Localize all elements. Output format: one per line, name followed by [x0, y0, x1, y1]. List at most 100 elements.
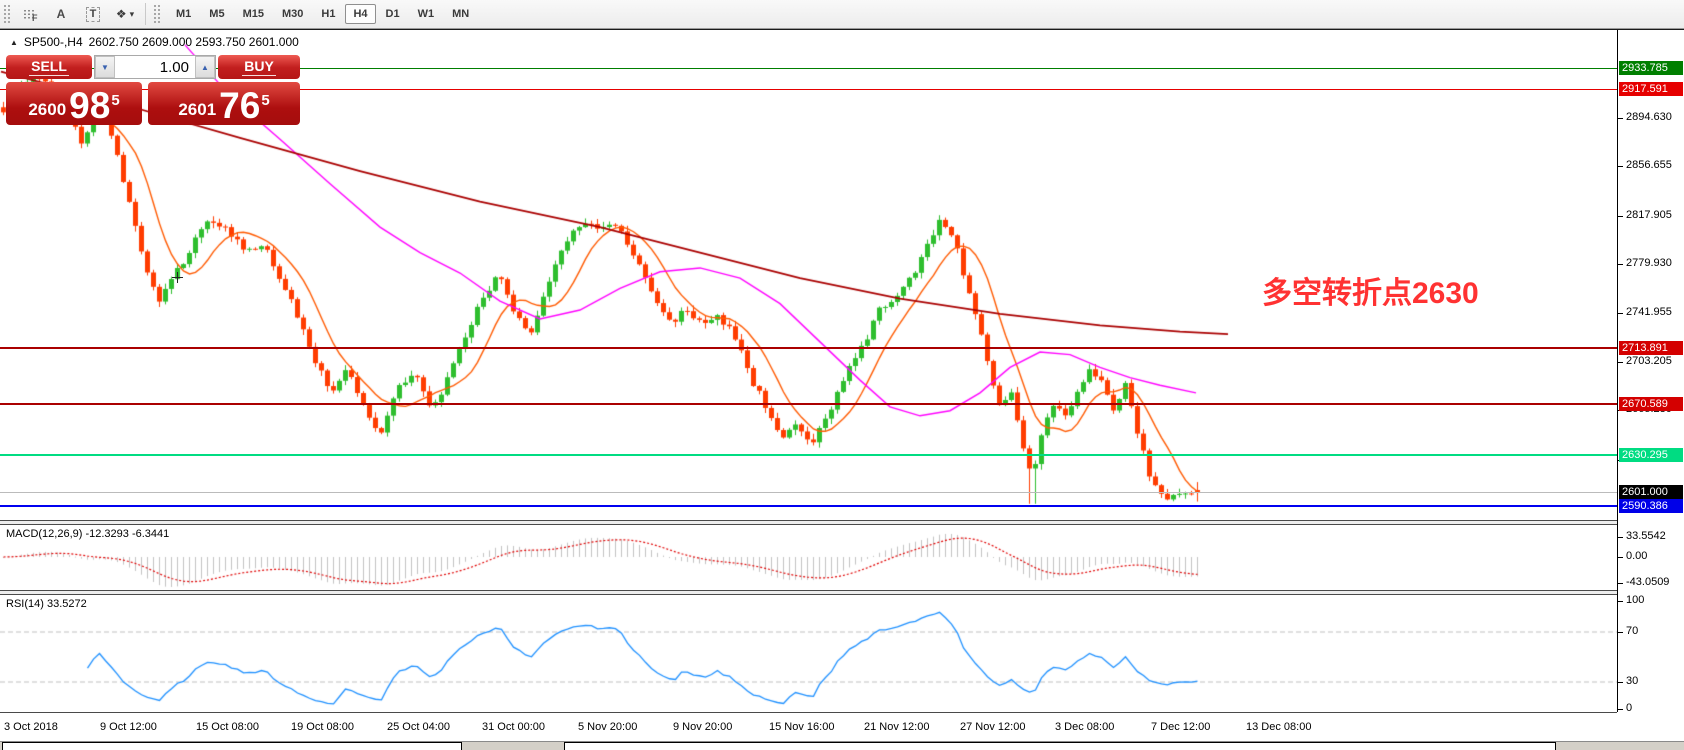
time-axis-label: 21 Nov 12:00 — [864, 721, 930, 733]
buy-price-box[interactable]: 2601 76 5 — [148, 82, 300, 125]
time-axis-label: 25 Oct 04:00 — [387, 721, 450, 733]
axis-tick-mark — [1618, 557, 1623, 558]
horizontal-level-line-2713.891[interactable] — [0, 347, 1617, 349]
buy-price-prefix: 2601 — [178, 100, 217, 119]
price-badge: 2590.386 — [1619, 499, 1683, 513]
sell-button[interactable]: SELL — [6, 55, 92, 79]
horizontal-level-line-2601[interactable] — [0, 492, 1617, 493]
rsi-bottom-border — [0, 712, 1617, 713]
rsi-axis-label: 100 — [1626, 594, 1645, 606]
axis-tick-mark — [1618, 362, 1623, 363]
time-axis-label: 9 Nov 20:00 — [673, 721, 733, 733]
timeframe-button-mn[interactable]: MN — [452, 8, 470, 20]
dock-panel-edge-right[interactable] — [564, 742, 1556, 750]
time-axis-label: 3 Dec 08:00 — [1055, 721, 1115, 733]
separator-gap — [0, 521, 1617, 524]
rsi-top-border — [0, 594, 1617, 595]
timeframe-button-m15[interactable]: M15 — [242, 8, 264, 20]
toolbar-grip-2[interactable] — [153, 4, 160, 24]
insert-label-button[interactable]: T — [77, 3, 109, 25]
price-tick-label: 2817.905 — [1626, 209, 1672, 221]
axis-tick-mark — [1618, 632, 1623, 633]
axis-tick-mark — [1618, 118, 1623, 119]
symbol-title: SP500-,H4 — [23, 35, 83, 49]
volume-input[interactable]: 1.00 — [159, 58, 189, 76]
dotted-grid-icon: F — [22, 9, 38, 23]
timeframe-bar: M1 M5 M15 M30 H1 H4 D1 W1 MN — [167, 4, 478, 24]
separator-gap-2 — [0, 591, 1617, 594]
chart-annotation-text[interactable]: 多空转折点2630 — [1262, 277, 1479, 310]
timeframe-button-m30[interactable]: M30 — [281, 8, 304, 20]
chart-window-top-border — [0, 29, 1684, 30]
rsi-label: RSI(14) 33.5272 — [6, 598, 87, 610]
macd-axis-label: 33.5542 — [1626, 530, 1666, 542]
time-axis-label: 9 Oct 12:00 — [100, 721, 157, 733]
shapes-icon: ❖ — [115, 7, 127, 21]
shapes-button[interactable]: ❖ ▾ — [109, 3, 141, 25]
timeframe-button-h1[interactable]: H1 — [321, 8, 336, 20]
time-axis-bottom-border — [0, 741, 1684, 742]
axis-tick-mark — [1618, 682, 1623, 683]
arrow-up-icon: ▲ — [201, 62, 209, 72]
toolbar: F A T ❖ ▾ M1 M5 M15 M30 H1 H4 D1 W1 MN — [0, 0, 1684, 29]
price-tick-label: 2779.930 — [1626, 257, 1672, 269]
price-tick-label: 2856.655 — [1626, 159, 1672, 171]
price-badge: 2601.000 — [1619, 485, 1683, 499]
time-axis-label: 27 Nov 12:00 — [960, 721, 1026, 733]
ohlc-values: 2602.750 2609.000 2593.750 2601.000 — [88, 35, 299, 49]
chart-title-row: ▲ SP500-,H4 2602.750 2609.000 2593.750 2… — [10, 35, 299, 49]
toolbar-grip[interactable] — [3, 4, 10, 24]
bottom-dock-strip — [0, 742, 1684, 750]
rsi-axis-label: 30 — [1626, 675, 1639, 687]
sell-price-box[interactable]: 2600 98 5 — [6, 82, 142, 125]
timeframe-button-w1[interactable]: W1 — [417, 8, 435, 20]
time-axis[interactable]: 3 Oct 2018 9 Oct 12:00 15 Oct 08:00 19 Oct … — [0, 713, 1617, 741]
dock-panel-edge-left[interactable] — [2, 742, 462, 750]
time-axis-label: 5 Nov 20:00 — [578, 721, 638, 733]
axis-tick-mark — [1618, 264, 1623, 265]
macd-rsi-separator[interactable] — [0, 590, 1617, 591]
horizontal-level-line-2670.589[interactable] — [0, 403, 1617, 405]
axis-tick-mark — [1618, 166, 1623, 167]
horizontal-level-line-2630.295[interactable] — [0, 454, 1617, 456]
sell-price-prefix: 2600 — [28, 100, 67, 119]
time-axis-label: 3 Oct 2018 — [4, 721, 58, 733]
time-axis-label: 13 Dec 08:00 — [1246, 721, 1312, 733]
chevron-down-icon: ▾ — [129, 8, 135, 19]
time-axis-label: 15 Oct 08:00 — [196, 721, 259, 733]
rsi-axis-label: 0 — [1626, 702, 1633, 714]
macd-top-border — [0, 524, 1617, 525]
buy-button[interactable]: BUY — [218, 55, 300, 79]
buy-price-big: 76 — [219, 85, 261, 126]
horizontal-level-line-2917.591[interactable] — [0, 89, 1617, 90]
timeframe-button-h4[interactable]: H4 — [345, 4, 376, 24]
horizontal-level-line-2933.785[interactable] — [0, 68, 1617, 69]
horizontal-level-line-2590.386[interactable] — [0, 505, 1617, 507]
plot-right-border — [1617, 30, 1618, 712]
macd-indicator-canvas[interactable] — [0, 524, 1617, 590]
timeframe-button-m1[interactable]: M1 — [176, 8, 192, 20]
timeframe-button-d1[interactable]: D1 — [385, 8, 400, 20]
price-badge: 2670.589 — [1619, 397, 1683, 411]
insert-text-button[interactable]: A — [45, 3, 77, 25]
rsi-indicator-canvas[interactable] — [0, 594, 1617, 712]
sell-price-big: 98 — [69, 85, 111, 126]
main-macd-separator[interactable] — [0, 520, 1617, 521]
price-badge: 2713.891 — [1619, 341, 1683, 355]
volume-increase-button[interactable]: ▲ — [195, 56, 215, 78]
arrow-down-icon: ▼ — [101, 62, 109, 72]
chart-grid-tool-button[interactable]: F — [13, 3, 45, 25]
time-axis-label: 19 Oct 08:00 — [291, 721, 354, 733]
axis-tick-mark — [1618, 601, 1623, 602]
text-a-icon: A — [56, 7, 66, 21]
price-tick-label: 2741.955 — [1626, 306, 1672, 318]
rsi-axis-label: 70 — [1626, 625, 1639, 637]
toolbar-separator — [145, 3, 146, 25]
timeframe-button-m5[interactable]: M5 — [209, 8, 225, 20]
price-axis[interactable]: 2894.630 2856.655 2817.905 2779.930 2741.955… — [1618, 30, 1684, 741]
collapse-arrow-icon[interactable]: ▲ — [10, 37, 18, 47]
macd-label: MACD(12,26,9) -12.3293 -6.3441 — [6, 528, 170, 540]
volume-decrease-button[interactable]: ▼ — [95, 56, 115, 78]
time-axis-label: 15 Nov 16:00 — [769, 721, 835, 733]
